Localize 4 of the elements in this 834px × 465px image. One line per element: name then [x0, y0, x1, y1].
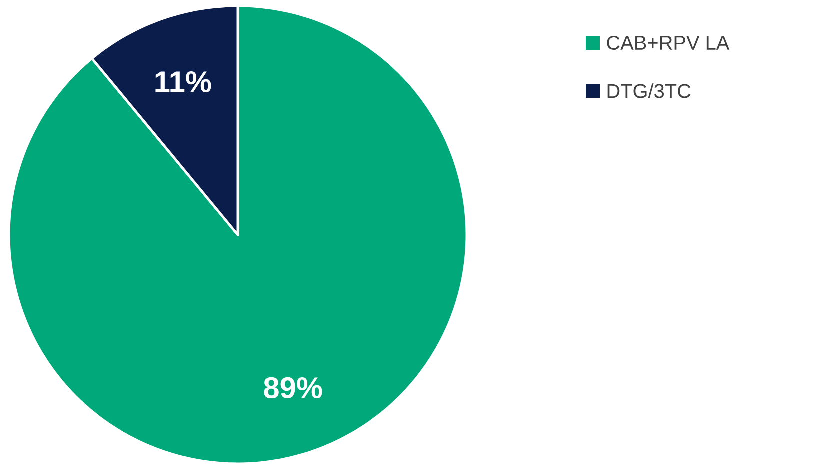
legend-label: DTG/3TC — [608, 84, 691, 98]
data-label: 11% — [156, 71, 212, 92]
data-label: 89% — [264, 377, 322, 398]
legend-label: CAB+RPV LA — [607, 36, 730, 50]
